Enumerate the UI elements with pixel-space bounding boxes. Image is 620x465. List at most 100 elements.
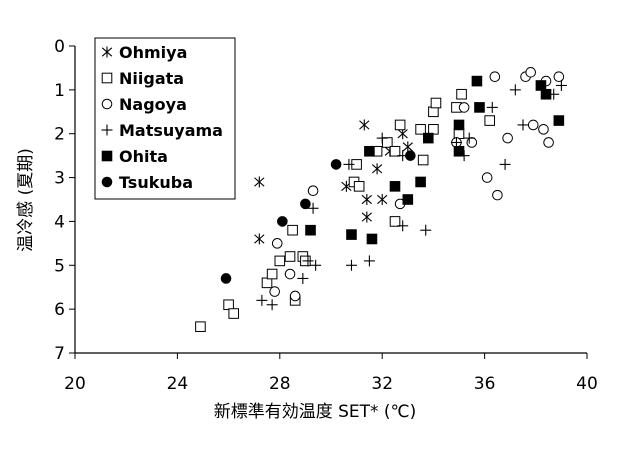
y-tick-label: 3 (54, 169, 65, 189)
data-point-ohmiya (254, 233, 265, 245)
legend-marker-matsuyama (101, 124, 113, 136)
y-tick-label: 0 (54, 37, 65, 57)
data-point-tsukuba (405, 150, 416, 161)
data-point-ohmiya (377, 194, 388, 205)
data-point-niigata (195, 321, 206, 332)
data-point-niigata (353, 181, 365, 192)
data-point-nagoya (466, 137, 478, 148)
data-point-ohita (305, 224, 316, 236)
data-point-matsuyama (555, 79, 567, 91)
data-point-niigata (287, 224, 298, 236)
data-point-matsuyama (376, 132, 388, 144)
data-point-ohita (540, 88, 552, 100)
legend-label-ohmiya: Ohmiya (119, 43, 187, 62)
data-point-matsuyama (266, 299, 278, 311)
data-point-niigata (456, 88, 467, 100)
data-points-layer (195, 67, 567, 332)
data-point-matsuyama (363, 255, 375, 267)
legend-label-nagoya: Nagoya (119, 95, 187, 114)
data-point-matsuyama (302, 255, 314, 267)
data-point-matsuyama (420, 224, 432, 236)
data-point-ohita (415, 176, 426, 188)
legend-label-tsukuba: Tsukuba (119, 173, 193, 192)
ticks-layer: 20 24 28 32 36 40 0 1 2 3 4 5 6 7 (54, 37, 598, 394)
data-point-niigata (284, 251, 296, 262)
data-point-ohmiya (359, 119, 370, 131)
x-tick-label: 40 (576, 374, 598, 394)
data-point-tsukuba (220, 273, 232, 284)
data-point-ohita (366, 233, 378, 245)
data-point-nagoya (481, 172, 493, 183)
x-axis-label: 新標準有効温度 SET* (℃) (214, 402, 417, 422)
x-tick-label: 28 (269, 374, 291, 394)
data-point-matsuyama (397, 220, 409, 232)
y-tick-label: 2 (54, 125, 65, 145)
data-point-niigata (430, 97, 442, 109)
data-point-ohita (422, 132, 434, 144)
data-point-nagoya (489, 71, 501, 82)
data-point-niigata (428, 124, 439, 135)
data-point-nagoya (527, 119, 539, 131)
data-point-nagoya (458, 102, 470, 113)
data-point-ohita (474, 102, 485, 113)
data-point-niigata (223, 299, 234, 311)
data-point-ohita (535, 80, 547, 91)
data-point-ohita (471, 75, 483, 87)
data-point-matsuyama (463, 132, 475, 144)
data-point-matsuyama (310, 259, 322, 271)
legend-marker-nagoya (101, 98, 113, 110)
data-point-ohita (346, 229, 357, 240)
legend-label-niigata: Niigata (119, 69, 184, 88)
data-point-ohita (453, 119, 465, 131)
data-point-nagoya (284, 268, 296, 280)
legend: Ohmiya Niigata Nagoya Matsuyama Ohita Tsukuba (94, 37, 236, 200)
data-point-matsuyama (307, 202, 319, 214)
data-point-ohita (553, 115, 565, 126)
data-point-niigata (428, 106, 439, 118)
x-tick-label: 32 (371, 374, 393, 394)
data-point-tsukuba (300, 198, 311, 210)
y-tick-label: 4 (54, 212, 65, 232)
data-point-niigata (274, 255, 286, 267)
legend-marker-tsukuba (101, 176, 113, 188)
data-point-niigata (389, 145, 401, 157)
data-point-nagoya (269, 286, 280, 297)
data-point-tsukuba (330, 159, 342, 170)
x-tick-label: 36 (474, 374, 496, 394)
x-tick-label: 24 (167, 374, 189, 394)
data-point-nagoya (543, 137, 554, 148)
data-point-ohita (364, 145, 375, 157)
data-point-nagoya (502, 132, 513, 144)
data-point-nagoya (289, 290, 301, 302)
data-point-niigata (484, 115, 496, 126)
data-point-niigata (261, 277, 273, 289)
data-point-ohmiya (361, 211, 373, 223)
data-point-niigata (389, 216, 401, 227)
data-point-niigata (417, 154, 429, 166)
legend-marker-ohita (101, 150, 113, 162)
data-point-niigata (266, 268, 278, 280)
data-point-matsuyama (509, 84, 521, 96)
data-point-matsuyama (343, 158, 355, 170)
x-tick-label: 20 (64, 374, 86, 394)
data-point-nagoya (307, 185, 319, 197)
data-point-matsuyama (499, 158, 511, 170)
legend-box (94, 37, 236, 200)
data-point-nagoya (492, 189, 503, 201)
y-axis-label: 温冷感 (夏期) (16, 148, 36, 252)
data-point-nagoya (525, 67, 536, 78)
data-point-niigata (394, 119, 406, 131)
data-point-niigata (382, 137, 393, 148)
data-point-ohmiya (254, 176, 265, 188)
data-point-ohita (453, 145, 465, 157)
data-point-matsuyama (297, 272, 309, 284)
y-tick-label: 1 (54, 81, 65, 101)
legend-label-ohita: Ohita (119, 147, 168, 166)
data-point-matsuyama (256, 294, 268, 306)
data-point-ohmiya (402, 141, 413, 153)
legend-marker-niigata (101, 72, 113, 84)
data-point-nagoya (271, 238, 283, 249)
data-point-ohmiya (371, 163, 383, 175)
